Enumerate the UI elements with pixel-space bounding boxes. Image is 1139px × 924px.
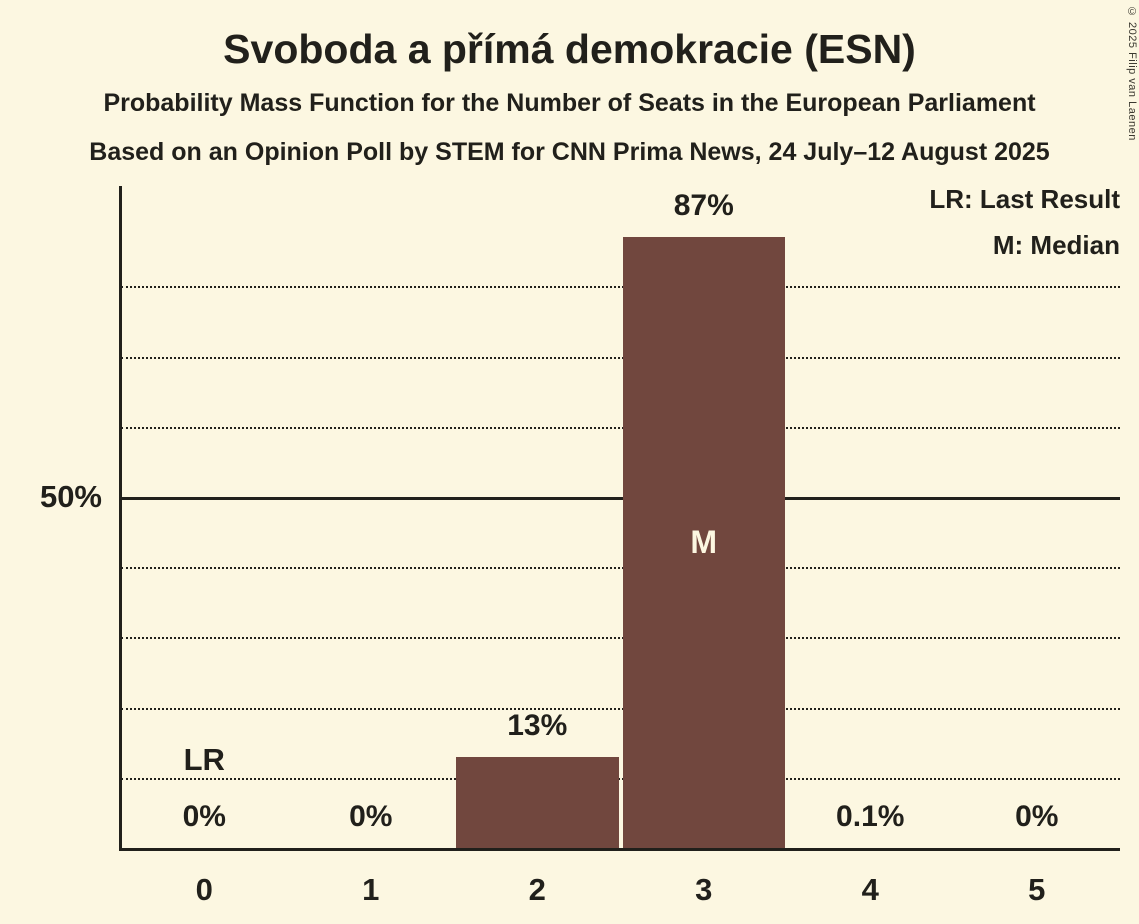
x-axis-line bbox=[119, 848, 1120, 851]
x-tick-label-5: 5 bbox=[1028, 872, 1046, 907]
x-tick-label-1: 1 bbox=[362, 872, 380, 907]
bar-seats-2 bbox=[456, 756, 619, 848]
x-tick-label-4: 4 bbox=[861, 872, 879, 907]
gridline-80pct bbox=[121, 286, 1120, 289]
last-result-marker: LR bbox=[183, 742, 225, 777]
gridline-40pct bbox=[121, 567, 1120, 570]
x-tick-label-2: 2 bbox=[528, 872, 546, 907]
gridline-60pct bbox=[121, 426, 1120, 429]
gridline-20pct bbox=[121, 707, 1120, 710]
value-label-seats-0: 0% bbox=[182, 800, 226, 833]
x-tick-label-0: 0 bbox=[195, 872, 213, 907]
value-label-seats-1: 0% bbox=[349, 800, 393, 833]
legend-median: M: Median bbox=[992, 230, 1120, 260]
median-marker: M bbox=[690, 524, 718, 561]
value-label-seats-2: 13% bbox=[507, 708, 568, 742]
value-label-seats-5: 0% bbox=[1015, 800, 1059, 833]
x-tick-label-3: 3 bbox=[695, 872, 713, 907]
y-axis-line bbox=[119, 186, 122, 851]
gridline-30pct bbox=[121, 637, 1120, 640]
legend: LR: Last Result M: Median bbox=[929, 184, 1120, 276]
copyright-notice: © 2025 Filip van Laenen bbox=[1126, 6, 1138, 141]
value-label-seats-3: 87% bbox=[673, 189, 734, 223]
bar-seats-3 bbox=[622, 237, 785, 848]
gridline-70pct bbox=[121, 356, 1120, 359]
y-axis-tick-50: 50% bbox=[39, 479, 102, 514]
chart-subtitle-1: Probability Mass Function for the Number… bbox=[103, 89, 1036, 117]
gridline-10pct bbox=[121, 777, 1120, 780]
legend-last-result: LR: Last Result bbox=[929, 184, 1120, 214]
chart-title: Svoboda a přímá demokracie (ESN) bbox=[223, 26, 916, 72]
chart-subtitle-2: Based on an Opinion Poll by STEM for CNN… bbox=[89, 138, 1050, 166]
value-label-seats-4: 0.1% bbox=[836, 800, 905, 833]
gridline-50pct-solid bbox=[121, 497, 1120, 500]
